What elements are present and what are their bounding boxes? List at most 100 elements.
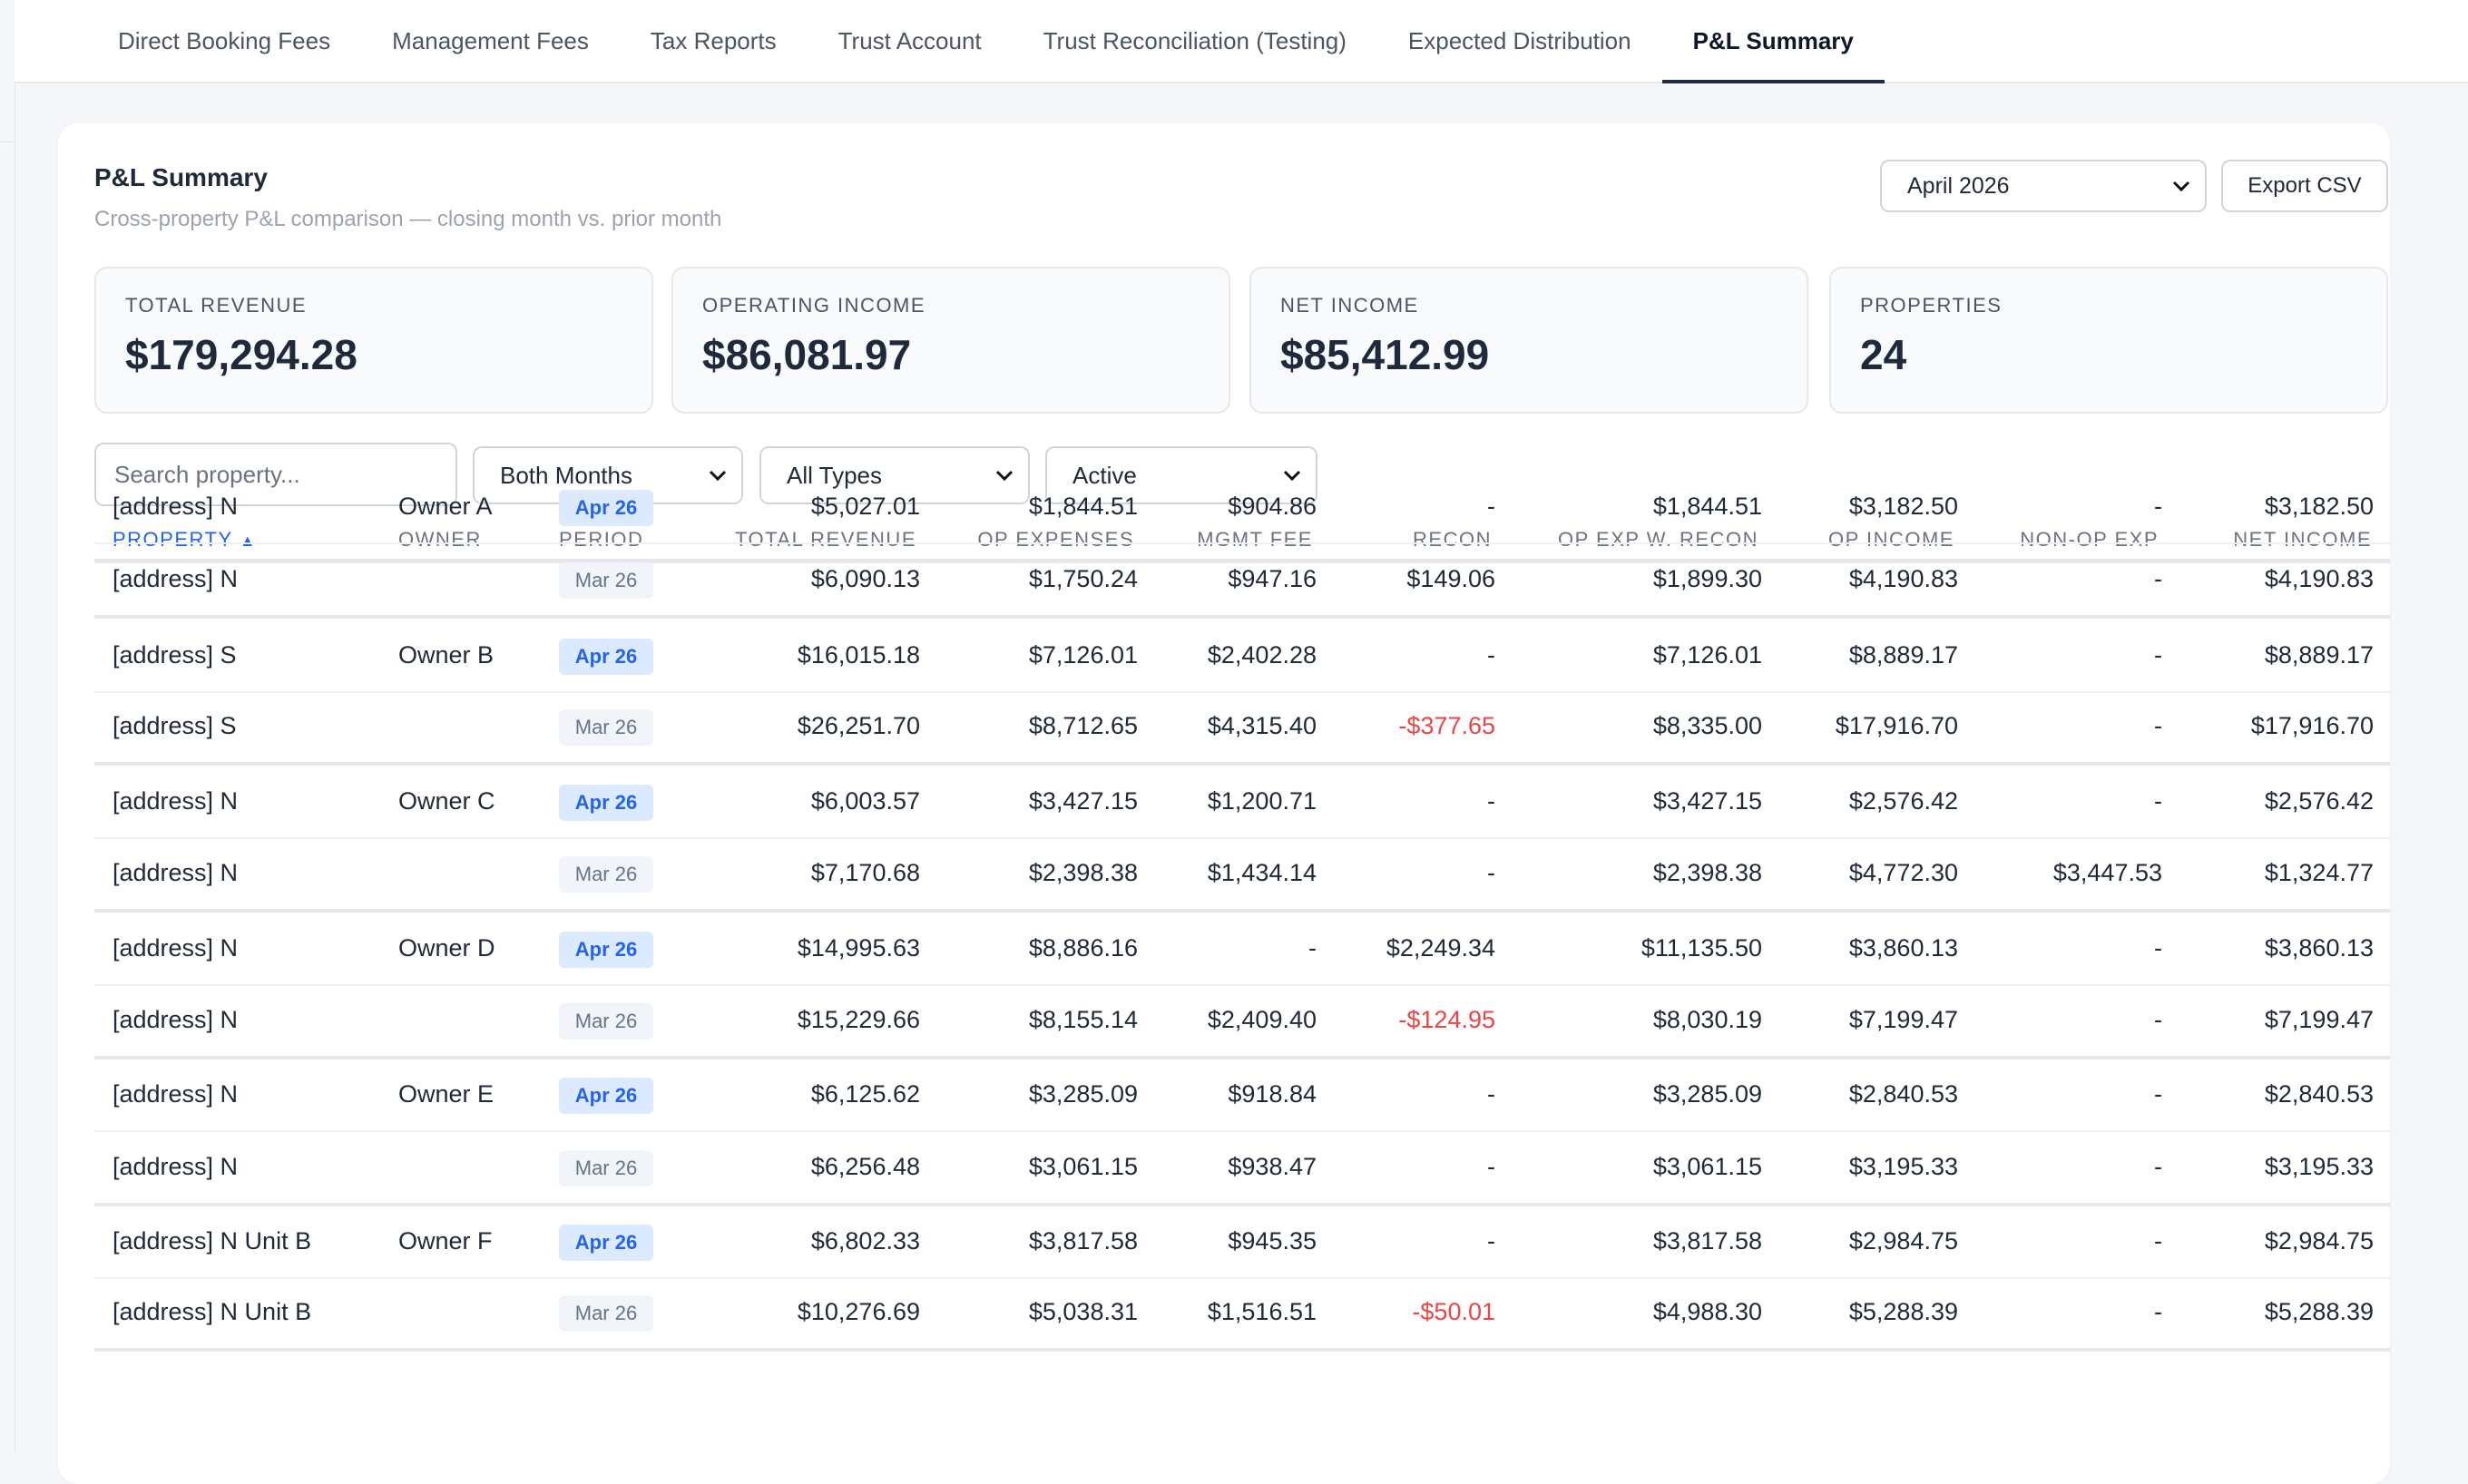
stat-card-total-revenue: TOTAL REVENUE $179,294.28 (94, 267, 653, 414)
cell-total-revenue: $6,802.33 (810, 1227, 920, 1255)
cell-op-expenses: $3,061.15 (1028, 1153, 1138, 1180)
months-select-value: Both Months (500, 461, 632, 489)
table-row: [address] N Owner A Apr 26 $5,027.01 $1,844.… (94, 470, 2390, 544)
cell-mgmt-fee: $1,516.51 (1207, 1298, 1317, 1325)
cell-property: [address] N Unit B (113, 1298, 312, 1325)
table-row: [address] N Unit B Mar 26 $10,276.69 $5,038… (94, 1275, 2390, 1352)
cell-property: [address] N (113, 1006, 239, 1033)
cell-total-revenue: $14,995.63 (797, 934, 920, 962)
cell-net-income: $17,916.70 (2250, 712, 2374, 739)
cell-total-revenue: $26,251.70 (797, 712, 920, 739)
types-select[interactable]: All Types (759, 446, 1030, 504)
cell-total-revenue: $6,125.62 (810, 1080, 920, 1108)
table-row: [address] S Owner B Apr 26 $16,015.18 $7,126… (94, 619, 2390, 693)
cell-op-income: $3,860.13 (1848, 934, 1958, 962)
cell-owner: Owner A (398, 493, 493, 520)
period-badge: Apr 26 (559, 490, 653, 526)
column-header-property[interactable]: PROPERTY ▲ (113, 528, 258, 551)
cell-owner: Owner D (398, 934, 495, 962)
cell-recon: $2,249.34 (1386, 934, 1495, 962)
cell-non-op-exp: - (2154, 787, 2162, 815)
column-header-total-revenue[interactable]: TOTAL REVENUE (734, 528, 916, 551)
left-sidebar-edge (0, 0, 15, 1451)
search-input[interactable]: Search property... (94, 443, 457, 506)
cell-net-income: $3,860.13 (2264, 934, 2374, 962)
stat-card-properties: PROPERTIES 24 (1829, 267, 2388, 414)
tab-trust-reconciliation[interactable]: Trust Reconciliation (Testing) (1043, 26, 1347, 54)
month-select[interactable]: April 2026 (1880, 160, 2207, 212)
search-placeholder: Search property... (114, 460, 300, 488)
cell-mgmt-fee: $945.35 (1228, 1227, 1317, 1255)
period-badge: Mar 26 (559, 856, 653, 893)
cell-recon: - (1487, 859, 1495, 886)
column-header-period[interactable]: PERIOD (559, 528, 644, 551)
stat-value: 24 (1860, 331, 1907, 378)
tab-management-fees[interactable]: Management Fees (392, 26, 589, 54)
cell-recon: - (1487, 1227, 1495, 1255)
tab-expected-distribution[interactable]: Expected Distribution (1407, 26, 1631, 54)
cell-mgmt-fee: - (1308, 934, 1317, 962)
cell-op-income: $3,182.50 (1848, 493, 1958, 520)
column-header-non-op-exp[interactable]: NON-OP EXP (2020, 528, 2159, 551)
page-subtitle: Cross-property P&L comparison — closing … (94, 207, 722, 231)
cell-mgmt-fee: $938.47 (1228, 1153, 1317, 1180)
cell-op-expenses: $8,155.14 (1028, 1006, 1138, 1033)
chevron-down-icon (2172, 174, 2190, 198)
column-header-op-expenses[interactable]: OP EXPENSES (977, 528, 1134, 551)
stat-card-operating-income: OPERATING INCOME $86,081.97 (671, 267, 1230, 414)
cell-op-income: $8,889.17 (1848, 641, 1958, 669)
column-header-mgmt-fee[interactable]: MGMT FEE (1197, 528, 1313, 551)
cell-op-income: $17,916.70 (1835, 712, 1958, 739)
stat-label: NET INCOME (1280, 294, 1419, 317)
tab-pl-summary[interactable]: P&L Summary (1661, 0, 1885, 83)
cell-recon: -$50.01 (1412, 1298, 1495, 1325)
chevron-down-icon (709, 464, 727, 487)
period-badge: Apr 26 (559, 785, 653, 821)
chevron-down-icon (995, 464, 1014, 487)
cell-op-exp-w-recon: $8,335.00 (1652, 712, 1762, 739)
page-title: P&L Summary (94, 163, 268, 191)
table-row: [address] N Mar 26 $6,256.48 $3,061.15 $938.… (94, 1130, 2390, 1206)
cell-recon: - (1487, 493, 1495, 520)
cell-recon: -$124.95 (1398, 1006, 1495, 1033)
cell-total-revenue: $6,256.48 (810, 1153, 920, 1180)
column-header-op-income[interactable]: OP INCOME (1827, 528, 1954, 551)
table-row: [address] N Mar 26 $15,229.66 $8,155.14 $2,4… (94, 983, 2390, 1059)
pl-summary-card: P&L Summary Cross-property P&L compariso… (58, 123, 2390, 1484)
column-header-recon[interactable]: RECON (1413, 528, 1492, 551)
tab-bar: Direct Booking Fees Management Fees Tax … (15, 0, 2468, 83)
sort-asc-icon: ▲ (239, 532, 258, 550)
cell-total-revenue: $6,090.13 (810, 565, 920, 592)
cell-net-income: $2,984.75 (2264, 1227, 2374, 1255)
cell-net-income: $8,889.17 (2264, 641, 2374, 669)
status-select[interactable]: Active (1045, 446, 1317, 504)
stat-label: TOTAL REVENUE (125, 294, 308, 317)
cell-owner: Owner C (398, 787, 495, 815)
cell-op-income: $3,195.33 (1848, 1153, 1958, 1180)
cell-recon: - (1487, 1153, 1495, 1180)
cell-net-income: $3,182.50 (2264, 493, 2374, 520)
cell-mgmt-fee: $2,402.28 (1207, 641, 1317, 669)
cell-op-expenses: $3,285.09 (1028, 1080, 1138, 1108)
cell-net-income: $3,195.33 (2264, 1153, 2374, 1180)
period-badge: Mar 26 (559, 1003, 653, 1040)
tab-tax-reports[interactable]: Tax Reports (650, 26, 777, 54)
cell-property: [address] N (113, 565, 239, 592)
tab-trust-account[interactable]: Trust Account (837, 26, 982, 54)
cell-net-income: $7,199.47 (2264, 1006, 2374, 1033)
cell-op-expenses: $7,126.01 (1028, 641, 1138, 669)
cell-mgmt-fee: $918.84 (1228, 1080, 1317, 1108)
column-header-op-exp-w-recon[interactable]: OP EXP W. RECON (1558, 528, 1758, 551)
cell-property: [address] N (113, 934, 239, 962)
period-badge: Apr 26 (559, 1225, 653, 1261)
stat-value: $86,081.97 (702, 331, 912, 378)
column-header-net-income[interactable]: NET INCOME (2233, 528, 2372, 551)
export-csv-button[interactable]: Export CSV (2221, 160, 2388, 212)
cell-total-revenue: $10,276.69 (797, 1298, 920, 1325)
column-header-owner[interactable]: OWNER (398, 528, 482, 551)
cell-non-op-exp: - (2154, 712, 2162, 739)
cell-op-income: $4,772.30 (1848, 859, 1958, 886)
month-select-value: April 2026 (1907, 172, 2010, 199)
tab-direct-booking-fees[interactable]: Direct Booking Fees (118, 26, 331, 54)
cell-op-income: $4,190.83 (1848, 565, 1958, 592)
